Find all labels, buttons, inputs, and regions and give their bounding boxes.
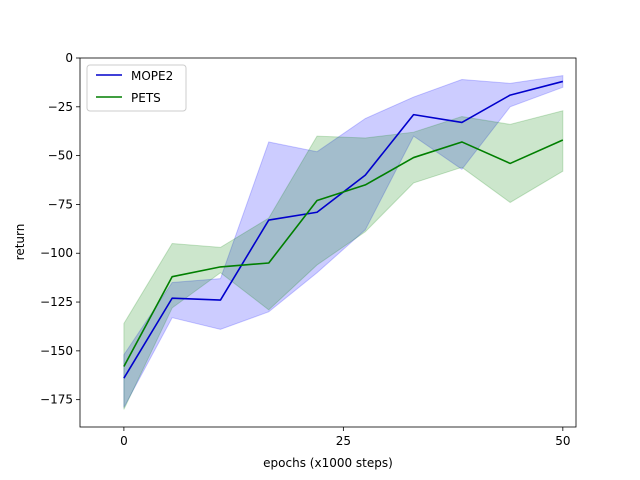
series-line-pets — [123, 139, 564, 367]
band-pets — [123, 110, 564, 410]
series-line-mope2 — [123, 80, 564, 379]
plot-frame — [79, 57, 577, 428]
y-tick-label: −175 — [40, 393, 73, 407]
y-tick-label: −150 — [40, 344, 73, 358]
legend: MOPE2 PETS — [86, 64, 187, 112]
x-tick-label: 25 — [336, 434, 351, 448]
band-mope2 — [123, 74, 564, 408]
y-tick-label: −75 — [48, 197, 73, 211]
y-axis-label: return — [13, 224, 27, 261]
legend-label-mope2: MOPE2 — [131, 69, 173, 83]
legend-box — [86, 64, 187, 112]
y-tick-label: −125 — [40, 295, 73, 309]
x-axis-label: epochs (x1000 steps) — [263, 456, 393, 470]
x-tick-label: 50 — [555, 434, 570, 448]
y-tick-label: −25 — [48, 100, 73, 114]
y-tick-label: −100 — [40, 246, 73, 260]
y-tick-label: −50 — [48, 149, 73, 163]
y-tick-label: 0 — [65, 51, 73, 65]
legend-label-pets: PETS — [131, 91, 161, 105]
x-tick-label: 0 — [120, 434, 128, 448]
